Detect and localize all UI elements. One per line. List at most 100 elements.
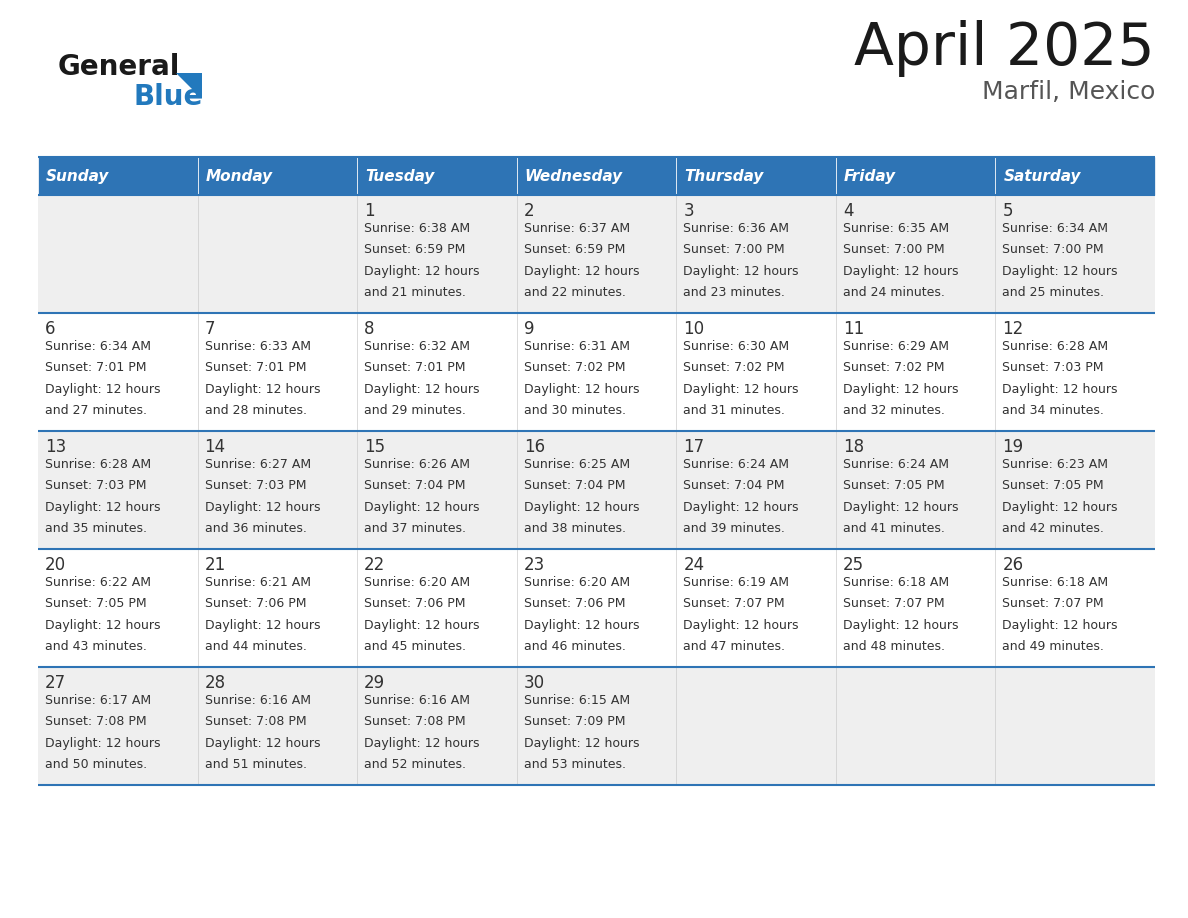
Text: Sunrise: 6:25 AM: Sunrise: 6:25 AM	[524, 458, 630, 471]
Text: and 47 minutes.: and 47 minutes.	[683, 641, 785, 654]
Text: Sunday: Sunday	[46, 169, 109, 184]
Text: Sunrise: 6:20 AM: Sunrise: 6:20 AM	[524, 576, 630, 589]
Text: Sunrise: 6:20 AM: Sunrise: 6:20 AM	[365, 576, 470, 589]
Text: Daylight: 12 hours: Daylight: 12 hours	[842, 383, 959, 396]
Bar	[38, 549, 1155, 667]
Text: Daylight: 12 hours: Daylight: 12 hours	[683, 501, 798, 514]
Text: Sunrise: 6:24 AM: Sunrise: 6:24 AM	[842, 458, 949, 471]
Text: Daylight: 12 hours: Daylight: 12 hours	[204, 501, 320, 514]
Text: Sunrise: 6:29 AM: Sunrise: 6:29 AM	[842, 340, 949, 353]
Text: Sunset: 7:04 PM: Sunset: 7:04 PM	[683, 479, 785, 492]
Text: 4: 4	[842, 202, 853, 220]
Text: and 23 minutes.: and 23 minutes.	[683, 286, 785, 299]
Text: Daylight: 12 hours: Daylight: 12 hours	[45, 737, 160, 750]
Text: Daylight: 12 hours: Daylight: 12 hours	[365, 265, 480, 278]
Bar	[38, 667, 1155, 785]
Text: Daylight: 12 hours: Daylight: 12 hours	[524, 383, 639, 396]
Text: Sunrise: 6:28 AM: Sunrise: 6:28 AM	[45, 458, 151, 471]
Text: Sunrise: 6:18 AM: Sunrise: 6:18 AM	[842, 576, 949, 589]
Text: 23: 23	[524, 556, 545, 574]
Text: Friday: Friday	[843, 169, 896, 184]
Text: 14: 14	[204, 438, 226, 456]
Text: and 36 minutes.: and 36 minutes.	[204, 522, 307, 535]
Text: 2: 2	[524, 202, 535, 220]
Text: and 52 minutes.: and 52 minutes.	[365, 758, 466, 771]
Text: Sunset: 7:05 PM: Sunset: 7:05 PM	[1003, 479, 1104, 492]
Text: Sunrise: 6:22 AM: Sunrise: 6:22 AM	[45, 576, 151, 589]
Text: Sunset: 7:08 PM: Sunset: 7:08 PM	[45, 715, 146, 729]
Text: Sunrise: 6:18 AM: Sunrise: 6:18 AM	[1003, 576, 1108, 589]
Text: 25: 25	[842, 556, 864, 574]
Text: Sunset: 7:09 PM: Sunset: 7:09 PM	[524, 715, 625, 729]
Text: Daylight: 12 hours: Daylight: 12 hours	[365, 383, 480, 396]
Text: Monday: Monday	[206, 169, 273, 184]
Text: Sunrise: 6:27 AM: Sunrise: 6:27 AM	[204, 458, 311, 471]
Text: 15: 15	[365, 438, 385, 456]
Bar	[197, 157, 358, 195]
Text: Daylight: 12 hours: Daylight: 12 hours	[204, 383, 320, 396]
Text: Sunrise: 6:26 AM: Sunrise: 6:26 AM	[365, 458, 470, 471]
Text: Daylight: 12 hours: Daylight: 12 hours	[683, 619, 798, 632]
Text: 17: 17	[683, 438, 704, 456]
Text: and 29 minutes.: and 29 minutes.	[365, 404, 466, 418]
Text: 19: 19	[1003, 438, 1024, 456]
Text: 30: 30	[524, 674, 545, 692]
Text: Sunset: 7:03 PM: Sunset: 7:03 PM	[45, 479, 146, 492]
Text: 27: 27	[45, 674, 67, 692]
Text: and 45 minutes.: and 45 minutes.	[365, 641, 466, 654]
Text: Sunrise: 6:17 AM: Sunrise: 6:17 AM	[45, 694, 151, 707]
Text: Daylight: 12 hours: Daylight: 12 hours	[524, 265, 639, 278]
Text: Sunrise: 6:36 AM: Sunrise: 6:36 AM	[683, 222, 789, 235]
Text: 22: 22	[365, 556, 385, 574]
Text: Sunrise: 6:23 AM: Sunrise: 6:23 AM	[1003, 458, 1108, 471]
Text: Daylight: 12 hours: Daylight: 12 hours	[45, 501, 160, 514]
Text: and 37 minutes.: and 37 minutes.	[365, 522, 466, 535]
Text: Sunrise: 6:31 AM: Sunrise: 6:31 AM	[524, 340, 630, 353]
Text: Daylight: 12 hours: Daylight: 12 hours	[45, 619, 160, 632]
Bar	[996, 157, 1155, 195]
Text: Blue: Blue	[133, 83, 202, 111]
Bar	[836, 157, 996, 195]
Text: 8: 8	[365, 320, 374, 338]
Text: Sunset: 7:08 PM: Sunset: 7:08 PM	[365, 715, 466, 729]
Text: Daylight: 12 hours: Daylight: 12 hours	[45, 383, 160, 396]
Text: 29: 29	[365, 674, 385, 692]
Text: Sunrise: 6:33 AM: Sunrise: 6:33 AM	[204, 340, 310, 353]
Text: Sunset: 7:02 PM: Sunset: 7:02 PM	[683, 362, 785, 375]
Text: April 2025: April 2025	[854, 20, 1155, 77]
Text: and 35 minutes.: and 35 minutes.	[45, 522, 147, 535]
Text: Sunrise: 6:37 AM: Sunrise: 6:37 AM	[524, 222, 630, 235]
Text: Sunrise: 6:34 AM: Sunrise: 6:34 AM	[45, 340, 151, 353]
Text: 13: 13	[45, 438, 67, 456]
Text: 1: 1	[365, 202, 374, 220]
Text: Sunrise: 6:21 AM: Sunrise: 6:21 AM	[204, 576, 310, 589]
Text: Sunset: 7:02 PM: Sunset: 7:02 PM	[524, 362, 625, 375]
Text: and 38 minutes.: and 38 minutes.	[524, 522, 626, 535]
Polygon shape	[176, 73, 202, 99]
Text: 9: 9	[524, 320, 535, 338]
Text: Daylight: 12 hours: Daylight: 12 hours	[1003, 501, 1118, 514]
Text: 10: 10	[683, 320, 704, 338]
Text: 18: 18	[842, 438, 864, 456]
Text: Sunset: 7:08 PM: Sunset: 7:08 PM	[204, 715, 307, 729]
Text: 21: 21	[204, 556, 226, 574]
Text: Sunset: 6:59 PM: Sunset: 6:59 PM	[365, 243, 466, 256]
Text: Daylight: 12 hours: Daylight: 12 hours	[365, 501, 480, 514]
Text: 11: 11	[842, 320, 864, 338]
Text: Sunset: 7:01 PM: Sunset: 7:01 PM	[45, 362, 146, 375]
Bar	[38, 157, 197, 195]
Text: Sunrise: 6:28 AM: Sunrise: 6:28 AM	[1003, 340, 1108, 353]
Text: 7: 7	[204, 320, 215, 338]
Text: 5: 5	[1003, 202, 1013, 220]
Text: Sunset: 7:00 PM: Sunset: 7:00 PM	[1003, 243, 1104, 256]
Bar	[38, 195, 1155, 313]
Text: 26: 26	[1003, 556, 1024, 574]
Text: and 32 minutes.: and 32 minutes.	[842, 404, 944, 418]
Text: and 50 minutes.: and 50 minutes.	[45, 758, 147, 771]
Text: and 22 minutes.: and 22 minutes.	[524, 286, 626, 299]
Text: and 25 minutes.: and 25 minutes.	[1003, 286, 1105, 299]
Text: and 24 minutes.: and 24 minutes.	[842, 286, 944, 299]
Text: Daylight: 12 hours: Daylight: 12 hours	[524, 501, 639, 514]
Text: and 21 minutes.: and 21 minutes.	[365, 286, 466, 299]
Text: 24: 24	[683, 556, 704, 574]
